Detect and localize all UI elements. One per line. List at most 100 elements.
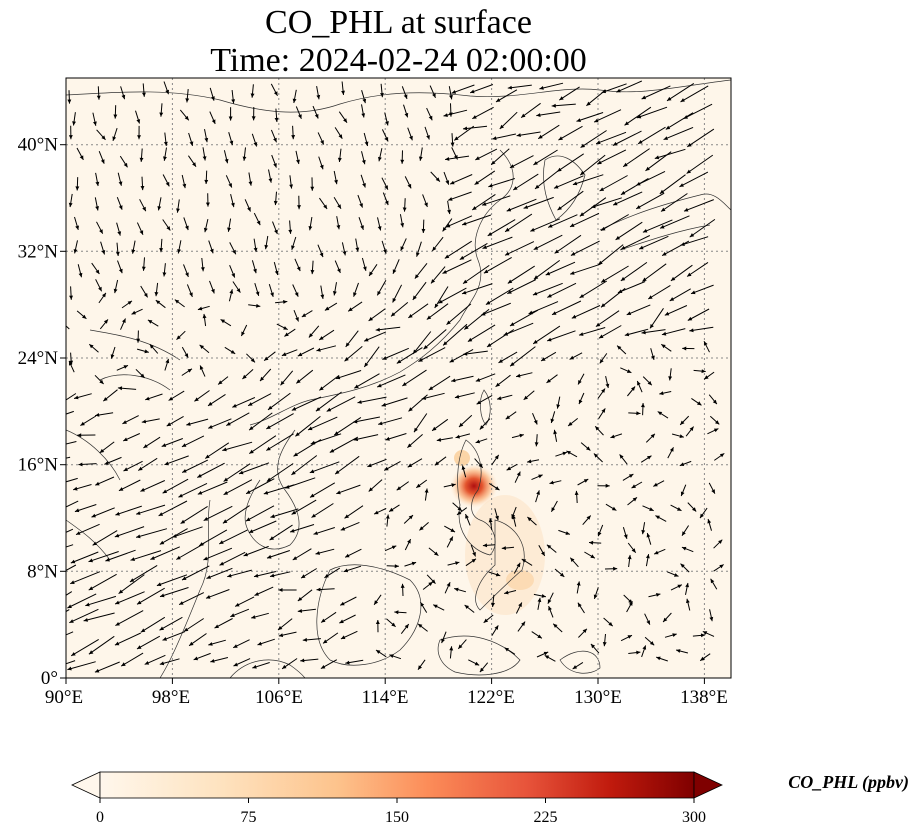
wind-arrow-head <box>332 291 337 296</box>
wind-arrow <box>70 551 99 564</box>
wind-arrow-head <box>140 373 145 378</box>
wind-arrow-head <box>384 185 388 190</box>
wind-arrow-head <box>446 582 451 587</box>
wind-arrow-head <box>45 605 49 609</box>
wind-arrow-head <box>552 311 557 315</box>
wind-arrow-head <box>538 474 543 479</box>
wind-arrow-head <box>340 526 346 531</box>
wind-arrow-head <box>677 584 682 589</box>
wind-arrow <box>159 616 183 631</box>
wind-arrow-head <box>103 319 108 324</box>
wind-arrow <box>176 543 205 560</box>
wind-arrow-head <box>254 573 259 578</box>
wind-arrow-head <box>554 249 559 254</box>
wind-arrow-head <box>230 350 236 354</box>
wind-arrow-head <box>364 337 369 342</box>
wind-arrow-head <box>310 440 316 445</box>
wind-arrow-head <box>601 278 606 283</box>
wind-arrow-head <box>290 528 295 533</box>
wind-arrow-head <box>117 231 122 236</box>
wind-arrow-head <box>219 561 224 566</box>
wind-arrow <box>129 564 158 583</box>
wind-arrow-head <box>114 641 120 646</box>
wind-arrow-head <box>247 207 251 212</box>
wind-arrow <box>597 244 624 266</box>
wind-arrow <box>205 589 230 599</box>
wind-arrow-head <box>396 486 402 491</box>
wind-arrow-head <box>113 288 118 294</box>
wind-arrow-head <box>377 383 382 388</box>
wind-arrow-head <box>385 514 390 519</box>
wind-arrow <box>266 463 294 482</box>
wind-arrow-head <box>310 186 315 191</box>
lat-label-32n: 32°N <box>18 241 59 262</box>
wind-arrow-head <box>122 420 127 424</box>
wind-arrow-head <box>628 474 634 478</box>
wind-arrow <box>92 530 118 546</box>
wind-arrow-head <box>639 245 644 250</box>
wind-arrow-head <box>60 321 64 325</box>
wind-arrow <box>449 348 474 363</box>
wind-arrow-head <box>369 271 373 276</box>
wind-arrow-head <box>512 514 516 520</box>
wind-arrow <box>480 302 511 316</box>
wind-arrow-head <box>383 249 387 254</box>
wind-arrow-head <box>419 526 424 531</box>
wind-arrow-head <box>662 251 667 256</box>
wind-arrow-head <box>713 428 719 433</box>
wind-arrow <box>203 505 233 522</box>
wind-arrow-head <box>590 554 595 559</box>
wind-arrow <box>115 610 144 627</box>
wind-arrow-head <box>235 602 240 607</box>
wind-arrow-head <box>115 511 120 516</box>
wind-arrow-head <box>176 335 181 340</box>
wind-arrow-head <box>636 650 641 655</box>
wind-arrow-head <box>465 514 469 519</box>
wind-arrow-head <box>308 333 313 338</box>
wind-arrow <box>408 303 429 319</box>
wind-arrow-head <box>142 206 146 212</box>
lon-label-130e: 130°E <box>574 687 622 708</box>
wind-arrow-head <box>458 644 463 649</box>
wind-arrow <box>178 482 208 498</box>
wind-arrow-head <box>77 433 82 438</box>
wind-arrow <box>499 111 518 130</box>
wind-arrow <box>222 505 250 524</box>
wind-arrow-head <box>392 269 397 274</box>
wind-arrow-head <box>682 531 686 536</box>
wind-arrow-head <box>533 275 539 280</box>
wind-arrow-head <box>712 399 717 405</box>
wind-arrow-head <box>403 94 408 99</box>
wind-arrow-head <box>239 470 244 475</box>
wind-arrow-head <box>583 479 589 483</box>
wind-arrow <box>66 441 77 445</box>
wind-arrow-head <box>504 590 509 595</box>
wind-arrow-head <box>141 266 146 271</box>
wind-arrow-head <box>450 528 455 532</box>
wind-arrow-head <box>501 546 506 550</box>
wind-arrow-head <box>536 113 541 117</box>
wind-arrow-head <box>657 411 663 416</box>
wind-arrow-head <box>449 536 453 541</box>
wind-arrow <box>485 287 514 306</box>
wind-arrow-head <box>491 602 495 607</box>
wind-arrow-head <box>200 267 205 272</box>
wind-arrow-head <box>281 352 287 356</box>
wind-arrow <box>507 265 535 284</box>
wind-arrow-head <box>482 202 487 206</box>
wind-arrow <box>266 413 294 430</box>
wind-arrow-head <box>122 318 126 323</box>
wind-arrow <box>612 130 642 146</box>
wind-arrow-head <box>432 93 436 98</box>
wind-arrow <box>243 545 269 557</box>
wind-arrow-head <box>535 184 540 189</box>
wind-arrow-head <box>594 118 599 123</box>
wind-arrow-head <box>118 589 124 594</box>
wind-arrow-head <box>551 507 556 512</box>
wind-arrow-head <box>121 94 126 100</box>
wind-arrow <box>534 169 561 190</box>
wind-arrow-head <box>623 534 628 539</box>
wind-arrow-head <box>416 483 421 488</box>
wind-arrow <box>66 456 71 459</box>
wind-arrow-head <box>326 407 332 412</box>
